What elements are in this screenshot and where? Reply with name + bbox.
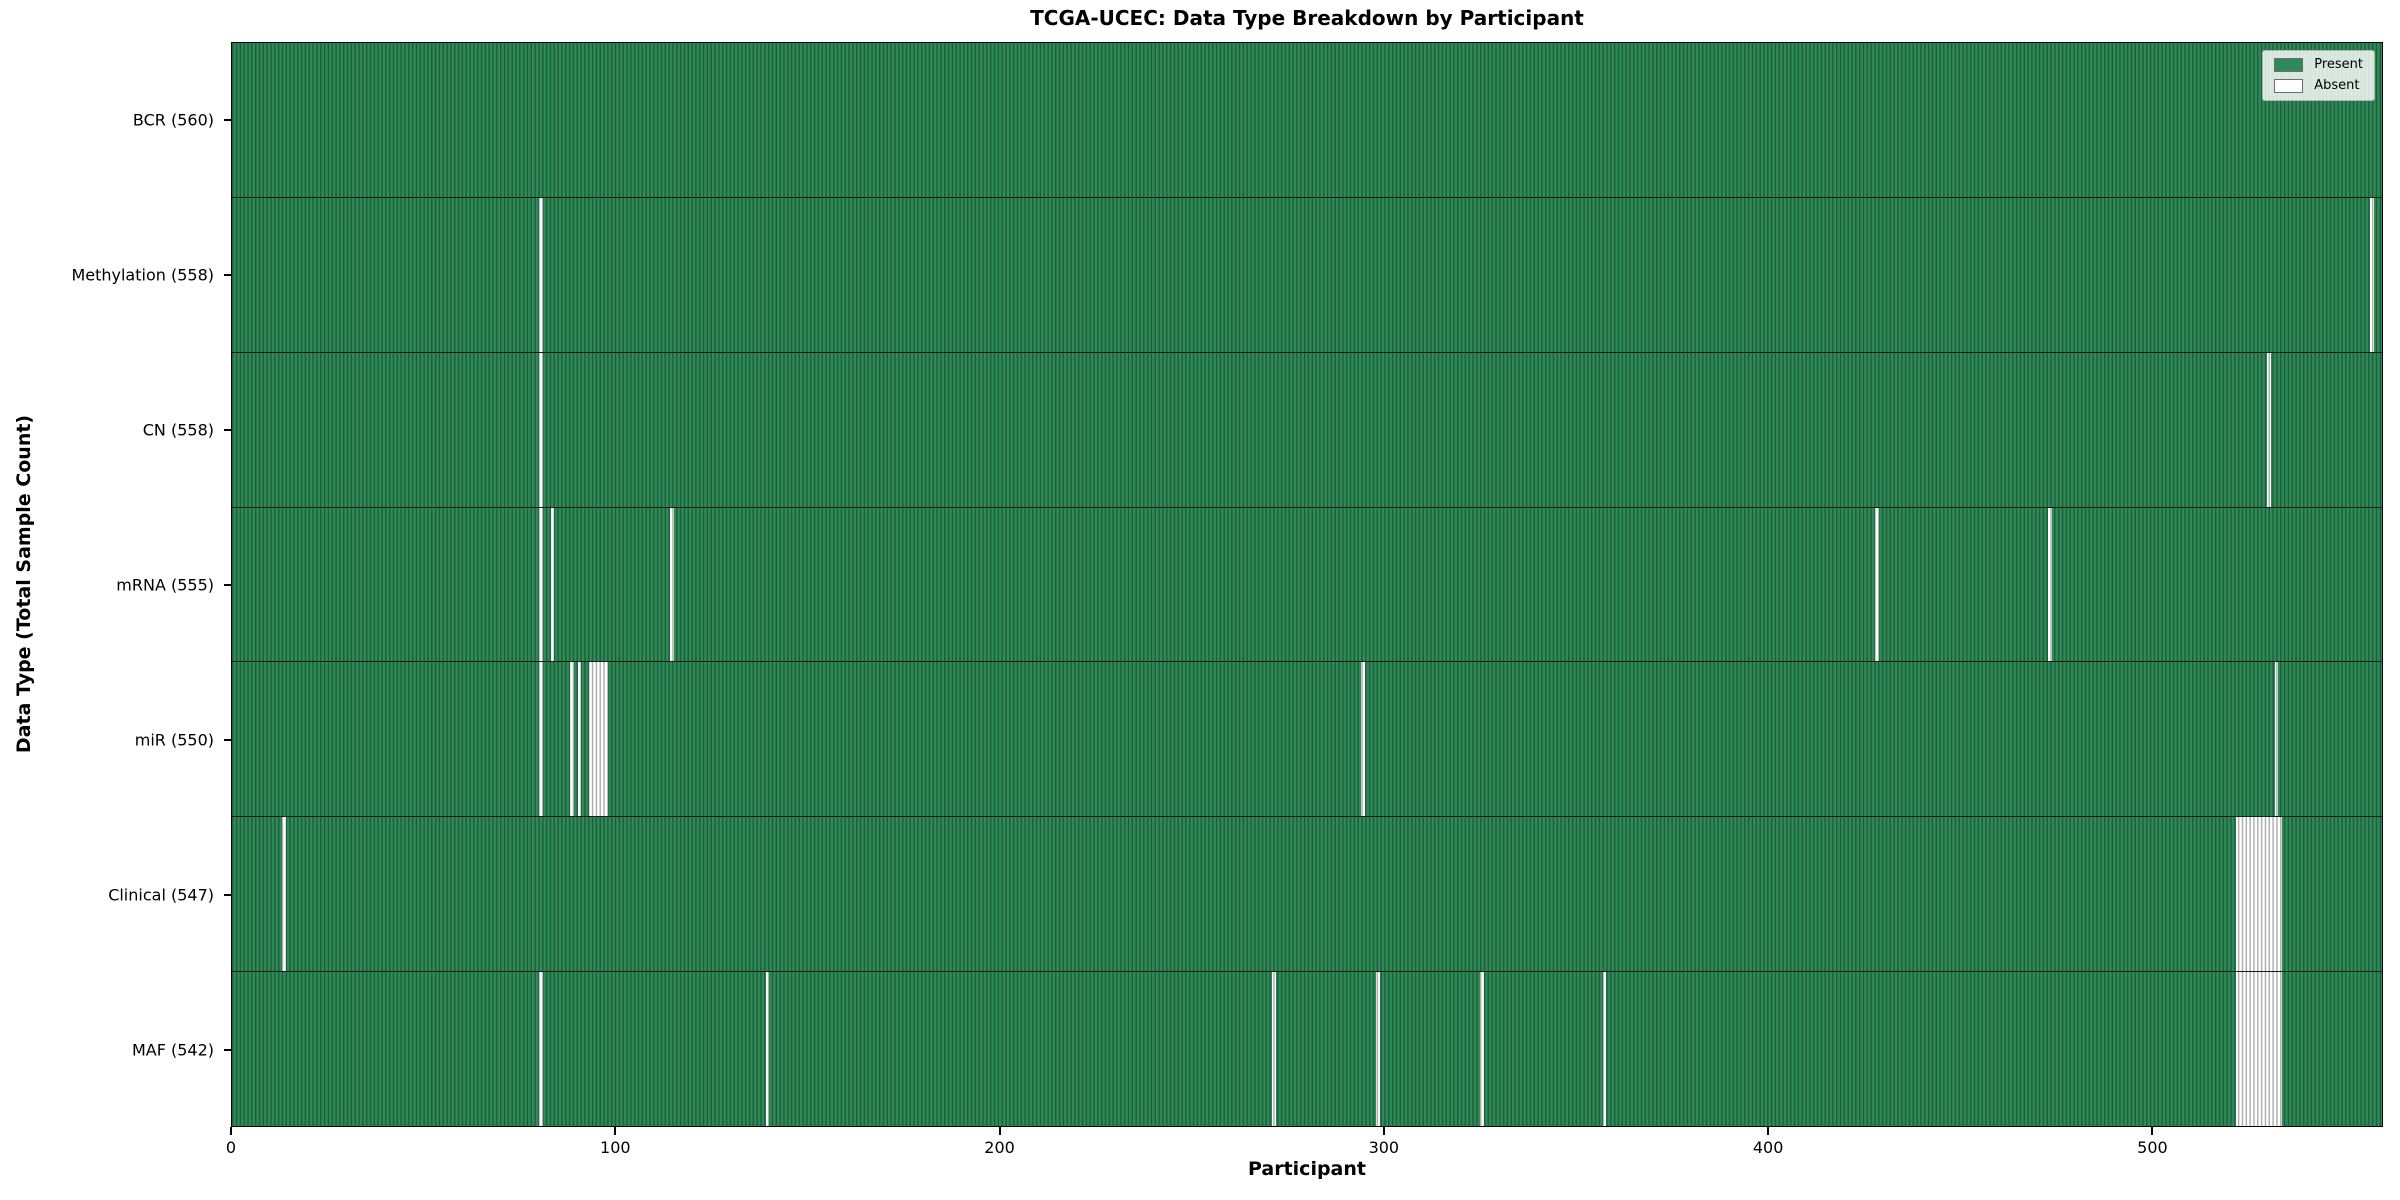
row-clinical xyxy=(232,816,2382,972)
absent-gap xyxy=(2236,817,2283,972)
ytick-label-maf: MAF (542) xyxy=(131,1040,214,1059)
legend-label-present: Present xyxy=(2314,57,2363,72)
xtick-label-400: 400 xyxy=(1752,1138,1784,1157)
legend-item-present: Present xyxy=(2274,58,2363,72)
absent-gap xyxy=(1360,662,1365,817)
row-cn xyxy=(232,351,2382,507)
absent-gap xyxy=(281,817,286,972)
xtick-label-200: 200 xyxy=(984,1138,1015,1157)
plot-area: Present Absent xyxy=(231,42,2383,1127)
plot-rows xyxy=(232,43,2382,1127)
row-methylation xyxy=(232,196,2382,352)
absent-gap xyxy=(2236,972,2283,1127)
ytick-mark xyxy=(224,428,231,431)
ytick-label-mir: miR (550) xyxy=(134,730,214,749)
absent-gap xyxy=(577,662,582,817)
absent-gap xyxy=(2274,662,2279,817)
ytick-mark xyxy=(224,583,231,586)
absent-gap xyxy=(539,352,543,507)
x-axis-label: Participant xyxy=(1247,1158,1366,1180)
absent-gap xyxy=(569,662,574,817)
row-bcr xyxy=(232,43,2382,197)
ytick-label-cn: CN (558) xyxy=(142,420,214,439)
x-axis-ticks: 0 100 200 300 400 500 xyxy=(226,1127,2383,1163)
absent-gap xyxy=(2266,352,2271,507)
xtick-mark xyxy=(998,1127,1001,1135)
row-mrna xyxy=(232,506,2382,662)
ytick-label-clinical: Clinical (547) xyxy=(108,885,214,904)
row-maf xyxy=(232,971,2382,1127)
ytick-mark xyxy=(224,738,231,741)
legend: Present Absent xyxy=(2262,50,2375,101)
absent-gap xyxy=(669,507,674,662)
xtick-label-100: 100 xyxy=(600,1138,631,1157)
ytick-mark xyxy=(224,118,231,121)
present-swatch xyxy=(2274,58,2304,72)
absent-gap xyxy=(539,972,543,1127)
absent-gap xyxy=(1875,507,1880,662)
legend-label-absent: Absent xyxy=(2314,78,2360,93)
absent-gap xyxy=(1376,972,1380,1127)
absent-gap xyxy=(589,662,609,817)
absent-gap xyxy=(765,972,770,1127)
row-mir xyxy=(232,661,2382,817)
xtick-mark xyxy=(2151,1127,2154,1135)
absent-gap xyxy=(1479,972,1484,1127)
ytick-label-mrna: mRNA (555) xyxy=(116,575,214,594)
absent-gap xyxy=(539,507,543,662)
ytick-mark xyxy=(224,1048,231,1051)
xtick-label-500: 500 xyxy=(2137,1138,2168,1157)
absent-gap xyxy=(1602,972,1607,1127)
absent-gap xyxy=(2047,507,2052,662)
xtick-label-300: 300 xyxy=(1368,1138,1400,1157)
xtick-mark xyxy=(614,1127,617,1135)
absent-gap xyxy=(2370,197,2375,352)
ytick-label-methylation: Methylation (558) xyxy=(71,265,214,284)
ytick-mark xyxy=(224,893,231,896)
absent-gap xyxy=(539,197,543,352)
absent-gap xyxy=(550,507,555,662)
ytick-mark xyxy=(224,273,231,276)
chart-title: TCGA-UCEC: Data Type Breakdown by Partic… xyxy=(1030,6,1584,30)
xtick-mark xyxy=(1767,1127,1770,1135)
xtick-mark xyxy=(230,1127,232,1135)
absent-gap xyxy=(539,662,543,817)
y-axis-ticks: BCR (560) Methylation (558) CN (558) mRNA (… xyxy=(0,42,231,1127)
xtick-label-0: 0 xyxy=(225,1138,237,1157)
legend-item-absent: Absent xyxy=(2274,79,2363,93)
absent-gap xyxy=(1272,972,1277,1127)
ytick-label-bcr: BCR (560) xyxy=(132,110,214,129)
absent-swatch xyxy=(2274,79,2304,93)
xtick-mark xyxy=(1382,1127,1385,1135)
